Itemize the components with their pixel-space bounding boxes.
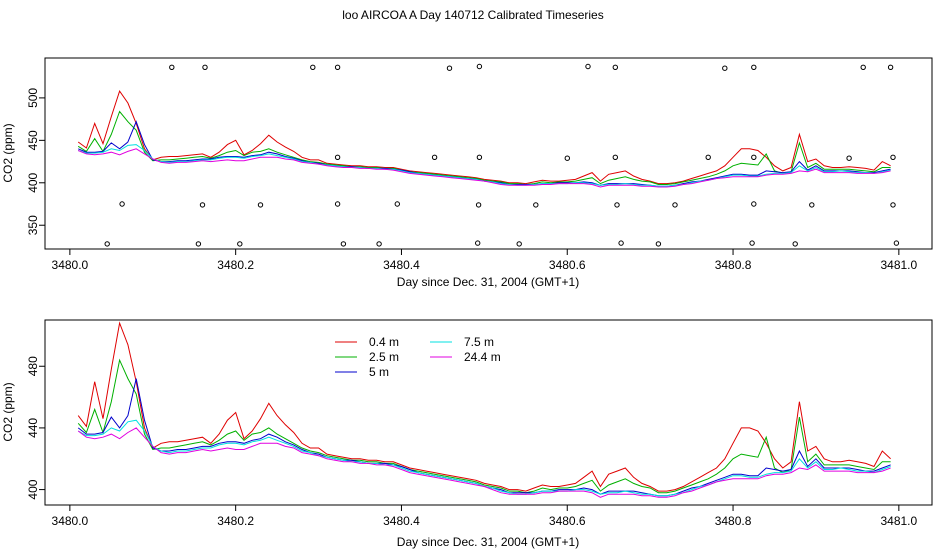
flag-point xyxy=(809,202,815,208)
x-tick-label: 3480.6 xyxy=(549,258,586,272)
legend-label: 2.5 m xyxy=(369,350,399,364)
y-axis-bottom: 400 440 480 xyxy=(26,356,46,500)
flag-point xyxy=(672,202,678,208)
flag-point xyxy=(751,201,757,207)
chart-panel-bottom: 3480.0 3480.2 3480.4 3480.6 3480.8 3481.0 400… xyxy=(1,319,933,549)
flag-point xyxy=(890,202,896,208)
legend: 0.4 m2.5 m5 m 7.5 m24.4 m xyxy=(335,335,501,379)
flag-point xyxy=(722,65,728,71)
x-axis-bottom: 3480.0 3480.2 3480.4 3480.6 3480.8 3481.0 xyxy=(52,504,918,528)
x-tick-label: 3480.0 xyxy=(52,258,89,272)
flag-point xyxy=(310,64,316,71)
x-tick-label: 3480.4 xyxy=(383,514,420,528)
flag-point xyxy=(655,241,662,247)
series-line-2-5-m-top xyxy=(77,110,891,186)
flag-point xyxy=(618,240,624,246)
y-tick-label: 450 xyxy=(26,130,40,150)
flag-point xyxy=(751,64,757,71)
legend-label: 5 m xyxy=(369,365,389,379)
x-tick-label: 3480.8 xyxy=(715,514,752,528)
series-layer-top xyxy=(77,89,891,188)
flag-point xyxy=(340,241,347,247)
y-axis-top: 350 400 450 500 xyxy=(26,88,46,235)
series-line-0-4-m-bottom xyxy=(77,321,891,492)
flag-points-layer xyxy=(104,63,900,247)
flag-point xyxy=(564,155,570,161)
x-tick-label: 3480.2 xyxy=(217,514,254,528)
legend-label: 24.4 m xyxy=(464,350,501,364)
flag-point xyxy=(614,202,620,208)
flag-point xyxy=(893,240,900,246)
flag-point xyxy=(533,202,539,208)
x-tick-label: 3480.6 xyxy=(549,514,586,528)
flag-point xyxy=(237,241,243,247)
x-axis-label-top: Day since Dec. 31, 2004 (GMT+1) xyxy=(397,275,579,289)
legend-label: 0.4 m xyxy=(369,335,399,349)
x-tick-label: 3480.2 xyxy=(217,258,254,272)
flag-point xyxy=(257,202,264,208)
flag-point xyxy=(751,154,757,161)
x-tick-label: 3480.0 xyxy=(52,514,89,528)
flag-point xyxy=(199,202,206,208)
flag-point xyxy=(334,64,341,71)
flag-point xyxy=(612,154,618,161)
chart-panel-top: 3480.0 3480.2 3480.4 3480.6 3480.8 3481.0 350… xyxy=(1,57,933,289)
y-tick-label: 440 xyxy=(26,418,40,438)
x-axis-top: 3480.0 3480.2 3480.4 3480.6 3480.8 3481.0 xyxy=(52,248,918,272)
flag-point xyxy=(202,64,208,71)
flag-point xyxy=(705,154,711,161)
flag-point xyxy=(169,64,175,71)
flag-point xyxy=(104,241,110,247)
y-tick-label: 400 xyxy=(26,172,40,192)
flag-point xyxy=(195,241,202,247)
x-tick-label: 3480.8 xyxy=(715,258,752,272)
x-tick-label: 3481.0 xyxy=(880,514,917,528)
flag-point xyxy=(860,64,866,71)
flag-point xyxy=(516,241,522,247)
series-layer-bottom xyxy=(77,321,891,498)
y-tick-label: 480 xyxy=(26,356,40,376)
flag-point xyxy=(792,241,798,247)
flag-point xyxy=(334,154,341,161)
flag-point xyxy=(887,64,894,71)
flag-point xyxy=(612,64,618,71)
x-axis-label-bottom: Day since Dec. 31, 2004 (GMT+1) xyxy=(397,535,579,549)
flag-point xyxy=(475,240,481,246)
flag-point xyxy=(394,201,400,207)
figure-title: loo AIRCOA A Day 140712 Calibrated Times… xyxy=(342,8,603,22)
flag-point xyxy=(476,154,483,161)
flag-point xyxy=(749,240,755,246)
y-tick-label: 350 xyxy=(26,215,40,235)
y-tick-label: 500 xyxy=(26,88,40,108)
series-line-2-5-m-bottom xyxy=(77,358,891,494)
series-line-24-4-m-top xyxy=(78,148,891,188)
legend-label: 7.5 m xyxy=(464,335,494,349)
y-axis-label-bottom: CO2 (ppm) xyxy=(1,382,15,441)
flag-point xyxy=(475,202,482,208)
flag-point xyxy=(334,201,341,207)
flag-point xyxy=(890,154,896,161)
flag-point xyxy=(431,154,438,161)
x-tick-label: 3480.4 xyxy=(383,258,420,272)
series-line-24-4-m-bottom xyxy=(77,427,891,498)
y-tick-label: 400 xyxy=(26,479,40,499)
flag-point xyxy=(376,241,382,247)
flag-point xyxy=(585,63,591,70)
flag-point xyxy=(846,155,852,161)
flag-point xyxy=(476,63,483,70)
series-line-0-4-m-top xyxy=(77,89,891,185)
x-tick-label: 3481.0 xyxy=(880,258,917,272)
flag-point xyxy=(446,65,453,71)
flag-point xyxy=(119,201,125,207)
y-axis-label-top: CO2 (ppm) xyxy=(1,123,15,182)
